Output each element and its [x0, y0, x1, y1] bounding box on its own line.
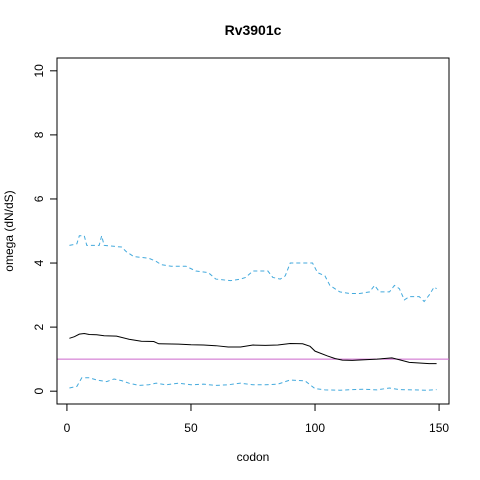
- series-line-bound-2: [69, 377, 437, 391]
- x-tick-label: 100: [305, 421, 325, 435]
- y-axis-label: omega (dN/dS): [2, 190, 16, 271]
- x-tick-label: 0: [64, 421, 71, 435]
- y-tick-label: 4: [32, 259, 46, 266]
- y-tick-label: 6: [32, 195, 46, 202]
- y-tick-label: 2: [32, 323, 46, 330]
- y-tick-label: 8: [32, 131, 46, 138]
- y-tick-label: 0: [32, 388, 46, 395]
- x-tick-label: 50: [184, 421, 198, 435]
- chart-title: Rv3901c: [225, 22, 282, 38]
- x-axis: 0 50 100 150: [64, 403, 449, 435]
- x-axis-label: codon: [237, 450, 270, 464]
- x-tick-label: 150: [429, 421, 449, 435]
- y-tick-label: 10: [32, 64, 46, 78]
- y-axis: 0 2 4 6 8 10: [32, 64, 58, 395]
- series-line-omega: [69, 333, 437, 365]
- series-layer: [69, 235, 437, 391]
- series-line-bound-1: [69, 235, 437, 303]
